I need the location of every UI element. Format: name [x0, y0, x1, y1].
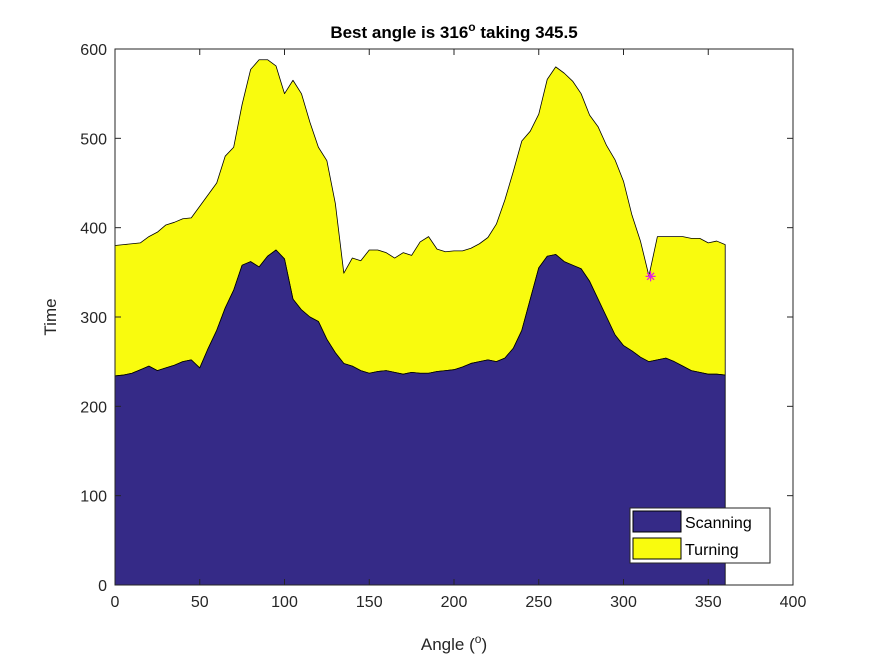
- y-tick-label: 500: [80, 131, 107, 148]
- marker-layer: [645, 271, 656, 282]
- series-layer: [114, 59, 726, 586]
- x-tick-label: 50: [191, 594, 209, 611]
- series-area-scanning: [114, 249, 726, 586]
- legend-swatch-scanning: [632, 510, 682, 533]
- y-tick-label: 300: [80, 310, 107, 327]
- x-tick-label: 350: [695, 594, 722, 611]
- x-tick-label: 200: [441, 594, 468, 611]
- best-angle-marker-stroke: [646, 272, 655, 281]
- y-tick-label: 0: [98, 578, 107, 595]
- x-tick-label: 100: [271, 594, 298, 611]
- x-tick-label: 400: [780, 594, 807, 611]
- x-tick-label: 300: [610, 594, 637, 611]
- legend-swatch-turning: [632, 537, 682, 560]
- chart-title: Best angle is 316o taking 345.5: [330, 20, 577, 42]
- x-tick-label: 150: [356, 594, 383, 611]
- y-tick-label: 100: [80, 489, 107, 506]
- x-tick-label: 0: [111, 594, 120, 611]
- y-axis-label: Time: [41, 298, 60, 335]
- y-axis-ticks: 0 100 200 300 400 500 600: [80, 42, 793, 595]
- y-tick-label: 600: [80, 42, 107, 59]
- y-tick-label: 200: [80, 399, 107, 416]
- y-tick-label: 400: [80, 221, 107, 238]
- legend: Scanning Turning: [629, 507, 771, 564]
- x-axis-label: Angle (o): [421, 632, 487, 654]
- legend-label-turning: Turning: [685, 542, 739, 559]
- x-axis-ticks: 0 50 100 150 200 250 300 350 400: [111, 49, 807, 611]
- x-tick-label: 250: [525, 594, 552, 611]
- legend-label-scanning: Scanning: [685, 515, 752, 532]
- best-angle-marker: [645, 271, 656, 282]
